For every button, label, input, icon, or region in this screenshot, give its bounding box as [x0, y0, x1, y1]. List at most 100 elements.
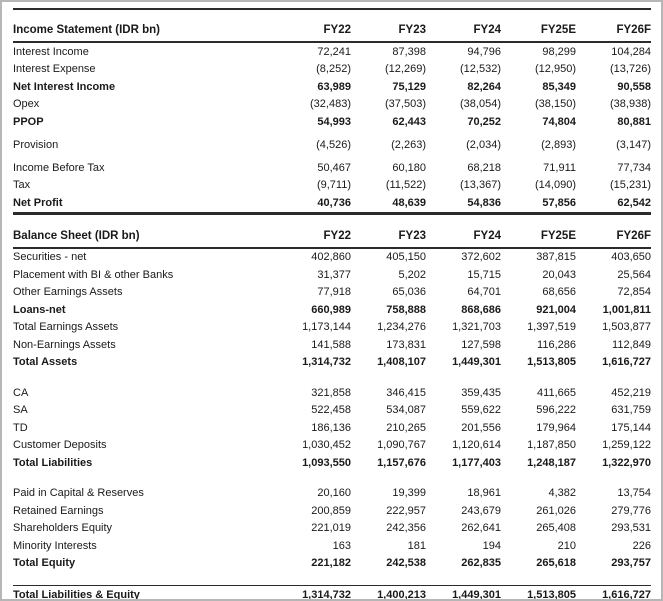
row-value: 1,449,301 — [452, 356, 501, 368]
row-value: 90,558 — [617, 80, 651, 93]
row-label: Interest Expense — [13, 63, 96, 75]
table-row: Non-Earnings Assets 141,588 173,831 127,598… — [13, 336, 651, 354]
row-label: Customer Deposits — [13, 439, 107, 451]
column-header-fy23: FY23 — [351, 229, 426, 249]
row-value: 262,835 — [461, 557, 501, 569]
row-value: 50,467 — [317, 161, 351, 174]
row-value: 387,815 — [536, 251, 576, 263]
row-label: Non-Earnings Assets — [13, 338, 116, 351]
row-value: 127,598 — [461, 338, 501, 351]
row-value: 1,259,122 — [602, 439, 651, 451]
row-value: 77,734 — [617, 161, 651, 174]
row-value: 57,856 — [501, 194, 576, 215]
row-value: 403,650 — [611, 251, 651, 263]
row-label: Shareholders Equity — [13, 522, 113, 534]
row-value: 116,286 — [537, 338, 576, 351]
row-value: (13,726) — [610, 63, 651, 75]
row-label: Total Earnings Assets — [13, 321, 119, 333]
row-label: PPOP — [13, 115, 44, 128]
row-label: TD — [13, 421, 28, 434]
row-value: 210,265 — [386, 421, 426, 434]
row-label: Provision — [13, 138, 59, 151]
row-value: (15,231) — [610, 179, 651, 191]
row-value: 4,382 — [548, 487, 576, 499]
row-value: 74,804 — [542, 115, 576, 128]
table-row: Customer Deposits 1,030,452 1,090,767 1,120… — [13, 437, 651, 455]
row-value: 85,349 — [542, 80, 576, 93]
table-row: TD 186,136 210,265 201,556 179,964 175,144 — [13, 419, 651, 437]
row-value: 82,264 — [467, 80, 501, 93]
row-value: 405,150 — [386, 251, 426, 263]
row-value: 758,888 — [386, 303, 426, 316]
row-value: 63,989 — [317, 80, 351, 93]
row-value: (3,147) — [616, 138, 651, 151]
table-row: Placement with BI & other Banks 31,377 5,2… — [13, 266, 651, 284]
table-row: Opex (32,483) (37,503) (38,054) (38,150) (38,… — [13, 96, 651, 114]
row-value: 221,019 — [311, 522, 351, 534]
balance-sheet-header-row: Balance Sheet (IDR bn) FY22 FY23 FY24 FY… — [13, 229, 651, 249]
row-value: 70,252 — [467, 115, 501, 128]
row-value: 54,836 — [426, 194, 501, 215]
column-header-fy26f: FY26F — [576, 229, 651, 249]
row-value: 1,093,550 — [302, 456, 351, 469]
row-label: Total Liabilities — [13, 456, 93, 469]
row-value: (38,054) — [460, 98, 501, 110]
row-value: 261,026 — [536, 504, 576, 517]
row-value: 194 — [482, 539, 501, 552]
row-value: 112,849 — [612, 338, 651, 351]
row-value: 1,503,877 — [602, 321, 651, 333]
row-label: Total Liabilities & Equity — [13, 585, 276, 599]
balance-sheet-title: Balance Sheet (IDR bn) — [13, 229, 276, 249]
balance-sheet-table: Balance Sheet (IDR bn) FY22 FY23 FY24 FY… — [13, 229, 651, 599]
row-value: 321,858 — [311, 386, 351, 399]
row-value: 1,513,805 — [527, 356, 576, 368]
row-value: 75,129 — [392, 80, 426, 93]
row-value: 226 — [632, 539, 651, 552]
row-value: 20,043 — [542, 268, 576, 281]
row-value: 1,513,805 — [501, 585, 576, 599]
row-value: 210 — [557, 539, 576, 552]
row-value: (37,503) — [385, 98, 426, 110]
table-row: Interest Income 72,241 87,398 94,796 98,299 1… — [13, 42, 651, 61]
row-value: 13,754 — [617, 487, 651, 499]
row-value: 1,616,727 — [576, 585, 651, 599]
row-value: (2,034) — [466, 138, 501, 151]
row-value: (32,483) — [310, 98, 351, 110]
row-value: 163 — [332, 539, 351, 552]
spacer-cell — [13, 572, 651, 586]
row-label: Total Equity — [13, 557, 76, 569]
row-label: Tax — [13, 179, 31, 191]
column-header-fy26f: FY26F — [576, 24, 651, 43]
row-value: 279,776 — [611, 504, 651, 517]
column-header-fy25e: FY25E — [501, 24, 576, 43]
row-label: SA — [13, 404, 28, 416]
row-value: 242,538 — [386, 557, 426, 569]
table-row: Total Earnings Assets 1,173,144 1,234,276 1… — [13, 319, 651, 337]
row-value: (4,526) — [316, 138, 351, 151]
table-row: Shareholders Equity 221,019 242,356 262,641… — [13, 520, 651, 538]
row-value: 179,964 — [536, 421, 576, 434]
table-row: Net Interest Income 63,989 75,129 82,264 85,… — [13, 78, 651, 96]
row-value: 452,219 — [611, 386, 651, 399]
row-value: 631,759 — [611, 404, 651, 416]
row-value: 346,415 — [386, 386, 426, 399]
row-value: 87,398 — [392, 45, 426, 58]
row-label: Securities - net — [13, 251, 87, 263]
row-value: 98,299 — [542, 45, 576, 58]
row-value: 402,860 — [311, 251, 351, 263]
row-value: 411,665 — [537, 386, 576, 399]
table-row: Tax (9,711) (11,522) (13,367) (14,090) (15,23… — [13, 177, 651, 195]
row-label: Retained Earnings — [13, 504, 104, 517]
row-value: 1,408,107 — [377, 356, 426, 368]
row-value: (11,522) — [385, 179, 426, 191]
row-value: 1,177,403 — [452, 456, 501, 469]
table-row: Total Equity 221,182 242,538 262,835 265,618… — [13, 555, 651, 573]
row-value: 60,180 — [392, 161, 426, 174]
income-statement-table: Income Statement (IDR bn) FY22 FY23 FY24… — [13, 24, 651, 215]
row-value: 18,961 — [467, 487, 501, 499]
table-row: Total Liabilities & Equity 1,314,732 1,400… — [13, 585, 651, 599]
row-value: 1,030,452 — [302, 439, 351, 451]
table-row: Paid in Capital & Reserves 20,160 19,399 18… — [13, 485, 651, 503]
row-value: 68,218 — [467, 161, 501, 174]
row-value: 15,715 — [467, 268, 501, 281]
